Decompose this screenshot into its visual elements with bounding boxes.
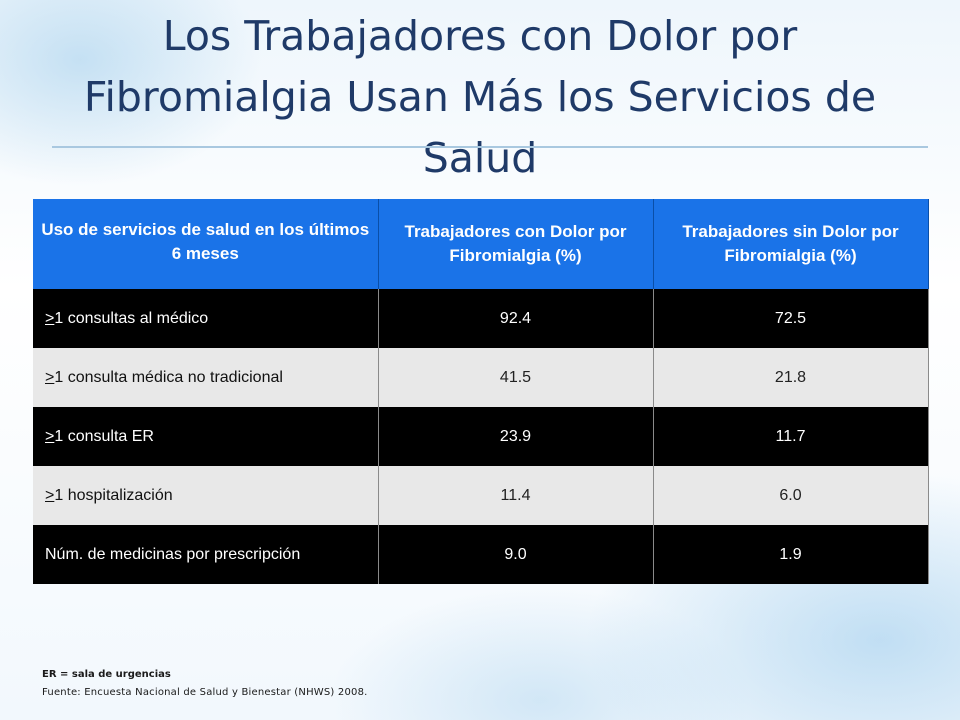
row-label: >1 consulta médica no tradicional [33,348,379,407]
ge-symbol: > [45,486,55,504]
table-row: >1 consulta médica no tradicional 41.5 2… [33,348,929,407]
table-row: >1 consultas al médico 92.4 72.5 [33,289,929,348]
value-with-pain: 92.4 [378,289,654,348]
ge-symbol: > [45,427,55,445]
value-with-pain: 41.5 [378,348,654,407]
table-row: >1 consulta ER 23.9 11.7 [33,407,929,466]
value-without-pain: 6.0 [653,466,929,525]
table-row: Núm. de medicinas por prescripción 9.0 1… [33,525,929,584]
value-without-pain: 72.5 [653,289,929,348]
value-with-pain: 11.4 [378,466,654,525]
row-label-text: 1 consultas al médico [54,309,209,327]
value-without-pain: 11.7 [653,407,929,466]
value-without-pain: 21.8 [653,348,929,407]
title-divider [52,146,928,148]
abbreviation-note: ER = sala de urgencias [42,669,171,680]
header-with-pain: Trabajadores con Dolor por Fibromialgia … [378,199,654,289]
row-label: >1 consultas al médico [33,289,379,348]
ge-symbol: > [45,368,55,386]
value-without-pain: 1.9 [653,525,929,584]
header-service-use: Uso de servicios de salud en los últimos… [33,199,379,289]
value-with-pain: 9.0 [378,525,654,584]
health-services-table: Uso de servicios de salud en los últimos… [33,199,929,584]
row-label-text: 1 hospitalización [54,486,173,504]
table-row: >1 hospitalización 11.4 6.0 [33,466,929,525]
slide-title: Los Trabajadores con Dolor por Fibromial… [83,12,877,182]
table-header-row: Uso de servicios de salud en los últimos… [33,199,929,289]
source-note: Fuente: Encuesta Nacional de Salud y Bie… [42,687,368,698]
row-label-text: Núm. de medicinas por prescripción [45,545,301,563]
row-label-text: 1 consulta ER [54,427,154,445]
row-label: Núm. de medicinas por prescripción [33,525,379,584]
row-label: >1 consulta ER [33,407,379,466]
row-label: >1 hospitalización [33,466,379,525]
ge-symbol: > [45,309,55,327]
value-with-pain: 23.9 [378,407,654,466]
header-without-pain: Trabajadores sin Dolor por Fibromialgia … [653,199,929,289]
row-label-text: 1 consulta médica no tradicional [54,368,283,386]
